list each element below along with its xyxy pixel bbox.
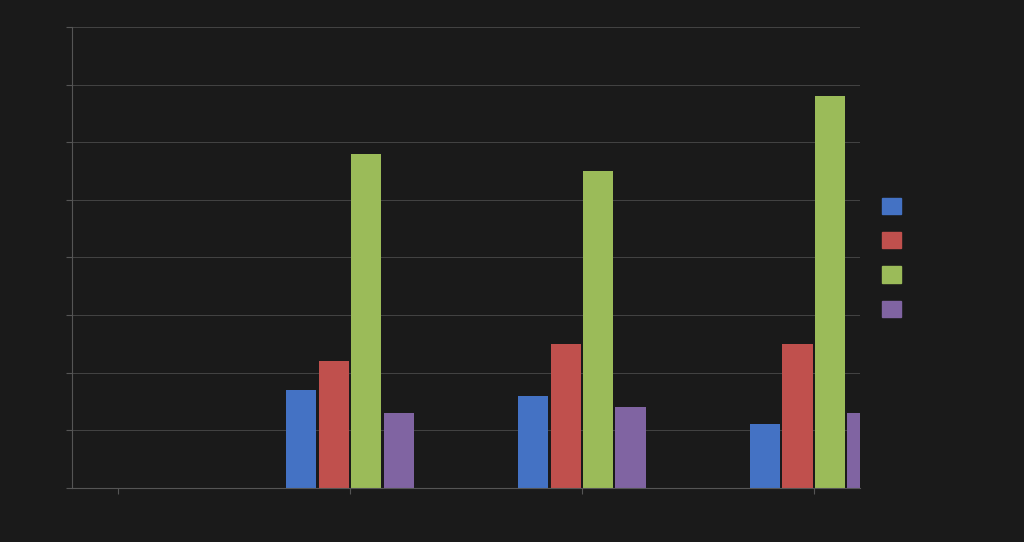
Bar: [815, 96, 845, 488]
Bar: [286, 390, 316, 488]
Bar: [615, 407, 646, 488]
Bar: [750, 424, 780, 488]
Bar: [384, 413, 414, 488]
Bar: [782, 344, 813, 488]
Bar: [551, 344, 581, 488]
Bar: [318, 361, 349, 488]
Bar: [848, 413, 878, 488]
Bar: [351, 154, 381, 488]
Bar: [518, 396, 548, 488]
Bar: [583, 171, 613, 488]
Legend: , , , : , , ,: [874, 191, 912, 324]
